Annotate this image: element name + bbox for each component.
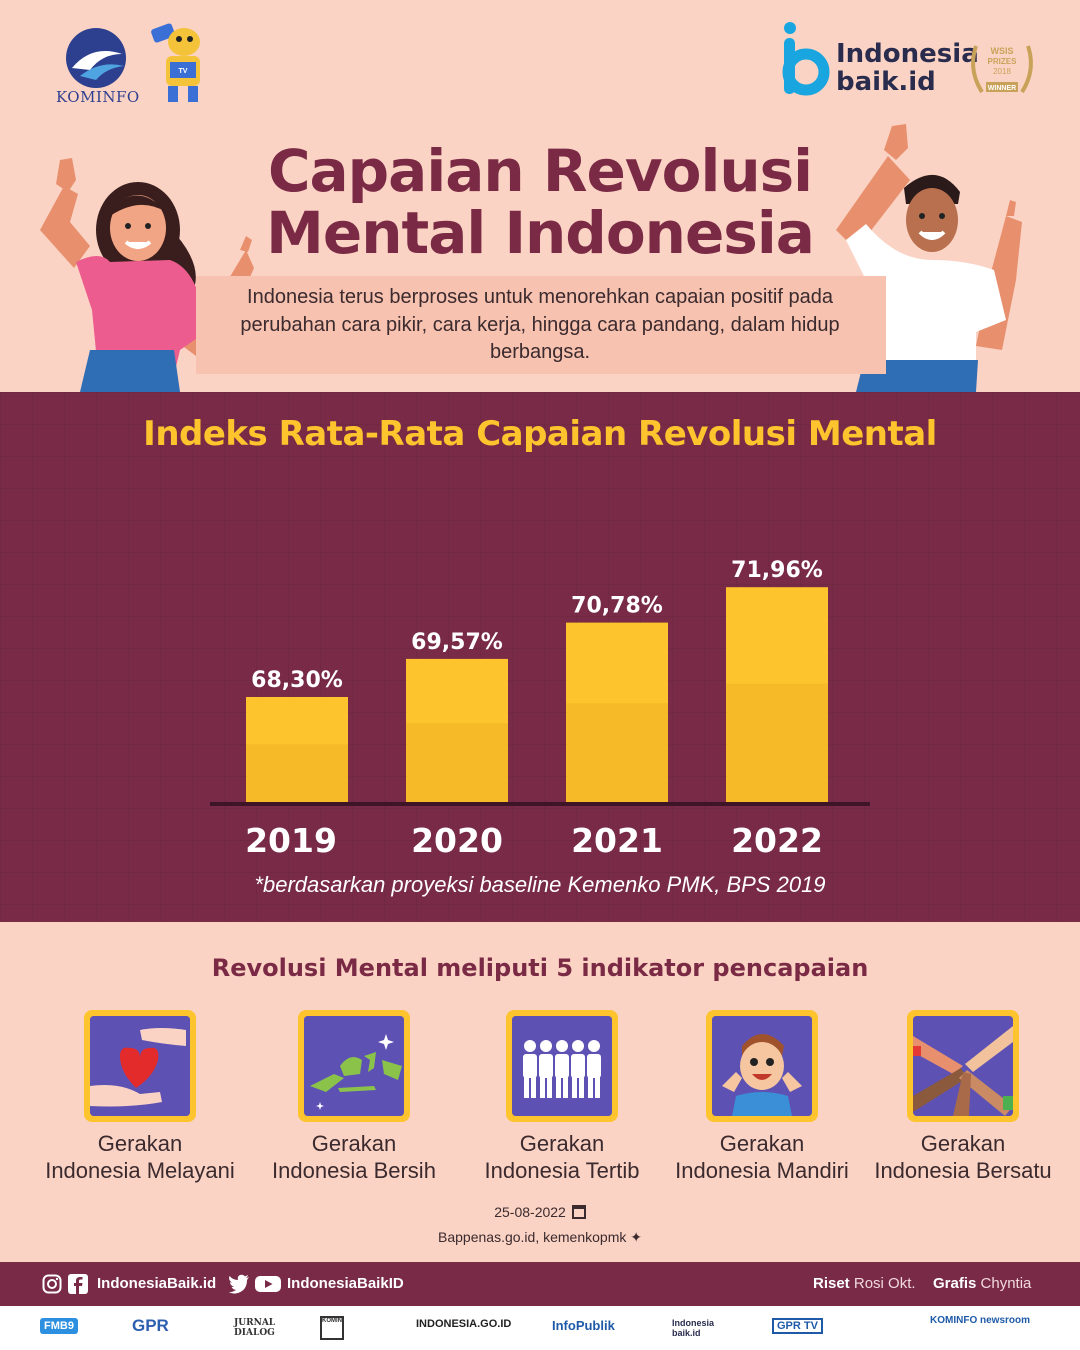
value-label-2019: 68,30%: [251, 668, 343, 693]
partner-logo[interactable]: InfoPublik: [552, 1318, 615, 1333]
kominfo-logo: [66, 28, 126, 88]
pin-icon: ✦: [630, 1229, 642, 1245]
source-text: Bappenas.go.id, kemenkopmk ✦: [438, 1229, 642, 1245]
people-queue-icon: [512, 1016, 612, 1116]
partner-logo[interactable]: GPR: [132, 1316, 169, 1335]
partner-logos-bar: FMB9 GPR JURNAL DIALOG KOMINFO INDONESIA…: [0, 1306, 1080, 1350]
svg-text:2018: 2018: [993, 67, 1011, 76]
partner-logo[interactable]: KOMINFO: [320, 1316, 344, 1340]
partner-logo[interactable]: Indonesia baik.id: [672, 1318, 715, 1338]
indicator-label-line2: Indonesia Mandiri: [675, 1158, 849, 1183]
bar-chart: 68,30% 2019 69,57% 2020 70,78% 2021 71,96% 2022: [210, 558, 870, 860]
indicator-label-line1: Gerakan: [519, 1131, 605, 1156]
svg-text:WINNER: WINNER: [988, 85, 1016, 92]
bar-shade-2019: [246, 744, 348, 802]
chart-title: Indeks Rata-Rata Capaian Revolusi Mental: [143, 414, 937, 454]
category-label-2022: 2022: [731, 821, 823, 860]
svg-text:PRIZES: PRIZES: [988, 57, 1018, 66]
header: KOMINFO TV Indonesia baik.id WSIS PRIZES…: [0, 0, 1080, 392]
value-label-2021: 70,78%: [571, 594, 663, 619]
subtitle-background: [196, 276, 886, 374]
category-label-2019: 2019: [245, 821, 337, 860]
indonesiabaik-name: Indonesia baik.id: [836, 39, 979, 97]
partner-logo[interactable]: JURNAL DIALOG: [234, 1318, 276, 1338]
svg-text:TV: TV: [179, 68, 188, 75]
indonesiabaik-logo: [782, 22, 830, 96]
social-handle-1[interactable]: IndonesiaBaik.id: [97, 1275, 217, 1292]
indicator-mandiri: Gerakan Indonesia Mandiri: [652, 1010, 872, 1184]
happy-child-icon: [712, 1016, 812, 1116]
chart-section: Indeks Rata-Rata Capaian Revolusi Mental…: [0, 392, 1080, 922]
indicator-melayani: Gerakan Indonesia Melayani: [30, 1010, 250, 1184]
indicator-tertib: Gerakan Indonesia Tertib: [452, 1010, 672, 1184]
bar-2021: [566, 622, 668, 802]
youtube-icon[interactable]: [255, 1274, 281, 1294]
value-label-2020: 69,57%: [411, 630, 503, 655]
indicator-bersatu: Gerakan Indonesia Bersatu: [853, 1010, 1073, 1184]
calendar-icon: [571, 1205, 586, 1219]
social-bar: IndonesiaBaik.id IndonesiaBaikID Riset R…: [0, 1262, 1080, 1306]
bar-shade-2020: [406, 723, 508, 802]
social-handle-2[interactable]: IndonesiaBaikID: [287, 1275, 404, 1292]
publish-date: 25-08-2022: [0, 1204, 1080, 1220]
partner-logo[interactable]: INDONESIA.GO.ID: [416, 1318, 512, 1330]
partner-logo[interactable]: KOMINFO newsroom: [930, 1315, 1031, 1326]
partner-logo[interactable]: GPR TV: [772, 1318, 823, 1334]
man-illustration: [836, 124, 1022, 392]
indicator-label-line1: Gerakan: [920, 1131, 1006, 1156]
indicators-title: Revolusi Mental meliputi 5 indikator pen…: [211, 954, 869, 982]
bar-2019: [246, 697, 348, 802]
indicator-bersih: Gerakan Indonesia Bersih: [244, 1010, 464, 1184]
credit-grafis: Grafis Chyntia: [933, 1275, 1032, 1292]
credit-riset: Riset Rosi Okt.: [813, 1275, 916, 1292]
svg-text:WSIS: WSIS: [990, 46, 1013, 56]
bar-2020: [406, 658, 508, 802]
bar-shade-2022: [726, 683, 828, 802]
value-label-2022: 71,96%: [731, 558, 823, 583]
bar-shade-2021: [566, 703, 668, 802]
indicator-label-line1: Gerakan: [719, 1131, 805, 1156]
indonesia-map-icon: [304, 1016, 404, 1116]
indicator-label-line2: Indonesia Melayani: [45, 1158, 235, 1183]
page-subtitle: Indonesia terus berproses untuk menorehk…: [240, 286, 840, 363]
facebook-icon[interactable]: [68, 1274, 88, 1294]
category-label-2020: 2020: [411, 821, 503, 860]
instagram-icon[interactable]: [42, 1274, 62, 1294]
joined-hands-icon: [913, 1016, 1013, 1116]
indicator-label-line2: Indonesia Bersatu: [874, 1158, 1052, 1183]
heart-hands-icon: [90, 1016, 190, 1116]
twitter-icon[interactable]: [228, 1274, 250, 1294]
chart-footnote: *berdasarkan proyeksi baseline Kemenko P…: [254, 872, 826, 897]
indicator-label-line2: Indonesia Tertib: [484, 1158, 640, 1183]
indicator-label-line1: Gerakan: [97, 1131, 183, 1156]
indicator-label-line2: Indonesia Bersih: [272, 1158, 436, 1183]
page-title: Capaian Revolusi Mental Indonesia: [266, 137, 815, 267]
mascot-icon: TV: [151, 23, 200, 102]
kominfo-label: KOMINFO: [56, 88, 140, 106]
wsis-award-badge: WSIS PRIZES 2018 WINNER: [971, 45, 1033, 94]
indicator-label-line1: Gerakan: [311, 1131, 397, 1156]
partner-logo[interactable]: FMB9: [40, 1318, 78, 1334]
category-label-2021: 2021: [571, 821, 663, 860]
bar-2022: [726, 587, 828, 802]
